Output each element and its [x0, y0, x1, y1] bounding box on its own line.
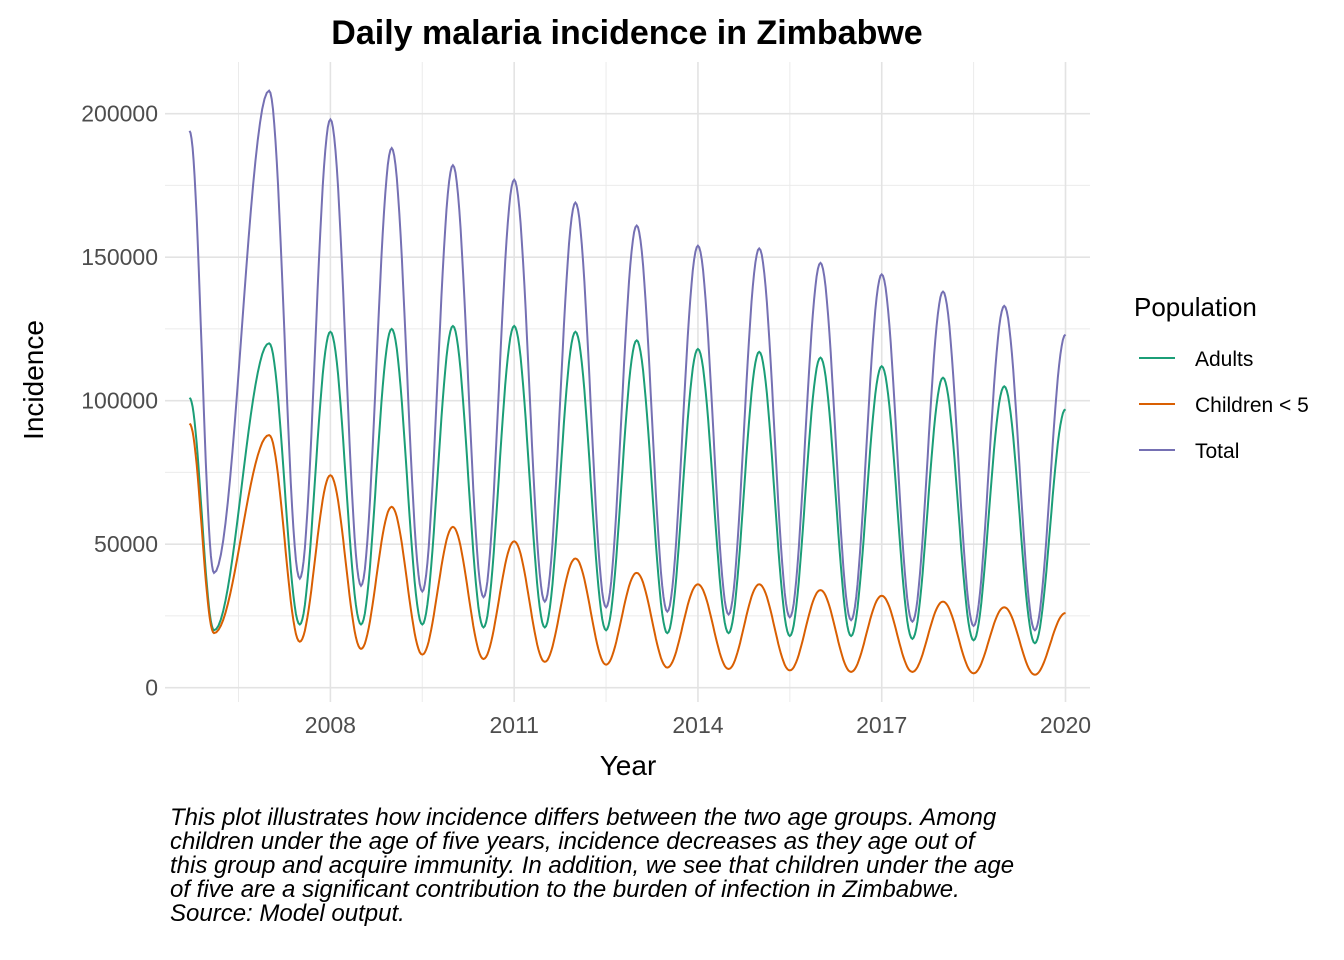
series-line-total: [188, 89, 1067, 632]
y-tick-label: 0: [145, 675, 158, 701]
caption-line: Source: Model output.: [170, 900, 405, 927]
chart-title: Daily malaria incidence in Zimbabwe: [331, 14, 922, 52]
legend: Population Adults Children < 5 Total: [1134, 292, 1309, 463]
y-axis-title: Incidence: [18, 320, 49, 440]
caption-line: children under the age of five years, in…: [170, 828, 975, 855]
x-tick-label: 2008: [305, 712, 356, 738]
x-axis-title: Year: [600, 750, 657, 781]
y-axis-ticks: 0 50000 100000 150000 200000: [81, 101, 158, 701]
caption-line: of five are a significant contribution t…: [170, 876, 960, 903]
caption: This plot illustrates how incidence diff…: [170, 806, 1170, 926]
legend-label-total: Total: [1195, 440, 1239, 463]
series-lines: [188, 89, 1067, 676]
legend-label-children-5: Children < 5: [1195, 394, 1309, 417]
grid: [165, 62, 1090, 702]
x-tick-label: 2011: [489, 712, 538, 738]
caption-line: this group and acquire immunity. In addi…: [170, 852, 1015, 879]
series-line-children-5: [188, 422, 1066, 676]
caption-line: This plot illustrates how incidence diff…: [170, 804, 997, 831]
legend-title: Population: [1134, 292, 1257, 322]
y-tick-label: 150000: [81, 244, 158, 270]
chart: 2008 2011 2014 2017 2020 0 50000 100000 150000 2…: [18, 14, 1309, 781]
y-tick-label: 50000: [94, 531, 158, 557]
x-axis-ticks: 2008 2011 2014 2017 2020: [305, 712, 1091, 738]
series-line-adults: [188, 324, 1067, 645]
y-tick-label: 200000: [81, 101, 158, 127]
y-tick-label: 100000: [81, 388, 158, 414]
x-tick-label: 2020: [1040, 712, 1091, 738]
x-tick-label: 2014: [672, 712, 723, 738]
x-tick-label: 2017: [856, 712, 907, 738]
legend-label-adults: Adults: [1195, 348, 1253, 371]
